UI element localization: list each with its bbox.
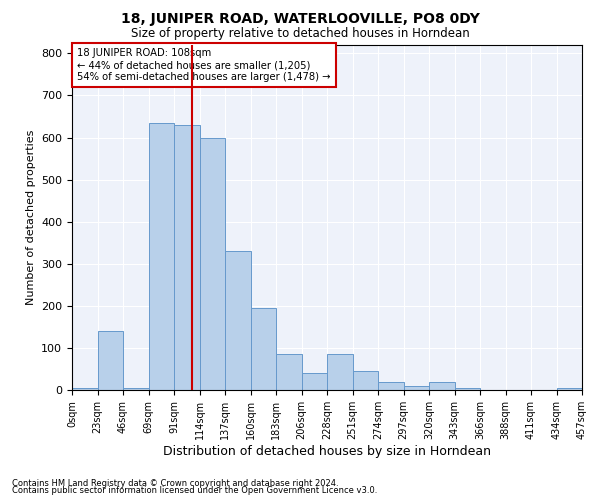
Y-axis label: Number of detached properties: Number of detached properties bbox=[26, 130, 35, 305]
Bar bbox=[302, 373, 327, 390]
Bar bbox=[455, 388, 480, 390]
Bar bbox=[97, 331, 123, 390]
Bar bbox=[251, 308, 276, 390]
Text: 18 JUNIPER ROAD: 108sqm
← 44% of detached houses are smaller (1,205)
54% of semi: 18 JUNIPER ROAD: 108sqm ← 44% of detache… bbox=[77, 48, 331, 82]
Bar bbox=[199, 138, 225, 390]
Bar bbox=[404, 386, 429, 390]
Text: Contains public sector information licensed under the Open Government Licence v3: Contains public sector information licen… bbox=[12, 486, 377, 495]
Bar bbox=[225, 251, 251, 390]
Bar bbox=[174, 125, 199, 390]
Text: 18, JUNIPER ROAD, WATERLOOVILLE, PO8 0DY: 18, JUNIPER ROAD, WATERLOOVILLE, PO8 0DY bbox=[121, 12, 479, 26]
Bar bbox=[353, 371, 378, 390]
Bar bbox=[149, 123, 174, 390]
Bar bbox=[123, 388, 149, 390]
X-axis label: Distribution of detached houses by size in Horndean: Distribution of detached houses by size … bbox=[163, 444, 491, 458]
Text: Contains HM Land Registry data © Crown copyright and database right 2024.: Contains HM Land Registry data © Crown c… bbox=[12, 478, 338, 488]
Bar bbox=[276, 354, 302, 390]
Bar bbox=[557, 388, 582, 390]
Text: Size of property relative to detached houses in Horndean: Size of property relative to detached ho… bbox=[131, 28, 469, 40]
Bar bbox=[72, 388, 97, 390]
Bar bbox=[327, 354, 353, 390]
Bar bbox=[429, 382, 455, 390]
Bar bbox=[378, 382, 404, 390]
